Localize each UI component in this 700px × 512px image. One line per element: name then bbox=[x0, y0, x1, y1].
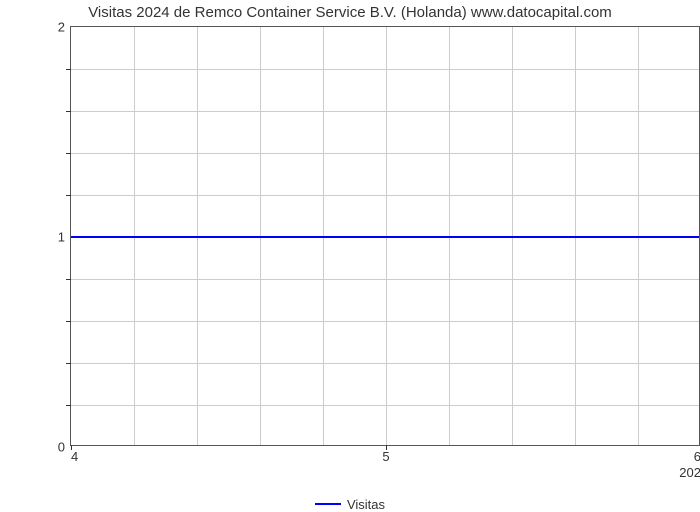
legend: Visitas bbox=[0, 492, 700, 512]
series-line-visitas bbox=[71, 236, 699, 238]
y-minor-tick bbox=[66, 69, 71, 70]
grid-line-horizontal bbox=[71, 69, 699, 70]
chart-title: Visitas 2024 de Remco Container Service … bbox=[0, 4, 700, 21]
y-minor-tick bbox=[66, 279, 71, 280]
plot-area: 012456202 bbox=[70, 26, 700, 446]
y-minor-tick bbox=[66, 153, 71, 154]
y-minor-tick bbox=[66, 111, 71, 112]
y-minor-tick bbox=[66, 321, 71, 322]
y-minor-tick bbox=[66, 363, 71, 364]
chart-container: Visitas 2024 de Remco Container Service … bbox=[0, 0, 700, 500]
y-tick-label: 2 bbox=[58, 20, 65, 35]
y-tick-label: 1 bbox=[58, 230, 65, 245]
grid-line-horizontal bbox=[71, 405, 699, 406]
legend-item-visitas: Visitas bbox=[315, 497, 385, 512]
x-tick-label: 6 bbox=[694, 449, 700, 464]
y-minor-tick bbox=[66, 195, 71, 196]
grid-line-horizontal bbox=[71, 153, 699, 154]
grid-line-horizontal bbox=[71, 363, 699, 364]
grid-line-horizontal bbox=[71, 195, 699, 196]
grid-line-horizontal bbox=[71, 279, 699, 280]
x-extra-label: 202 bbox=[679, 465, 700, 480]
grid-line-horizontal bbox=[71, 321, 699, 322]
legend-label: Visitas bbox=[347, 497, 385, 512]
x-tick-label: 5 bbox=[382, 449, 389, 464]
y-tick-label: 0 bbox=[58, 440, 65, 455]
y-minor-tick bbox=[66, 405, 71, 406]
legend-swatch bbox=[315, 503, 341, 505]
grid-line-horizontal bbox=[71, 111, 699, 112]
x-tick-label: 4 bbox=[71, 449, 78, 464]
